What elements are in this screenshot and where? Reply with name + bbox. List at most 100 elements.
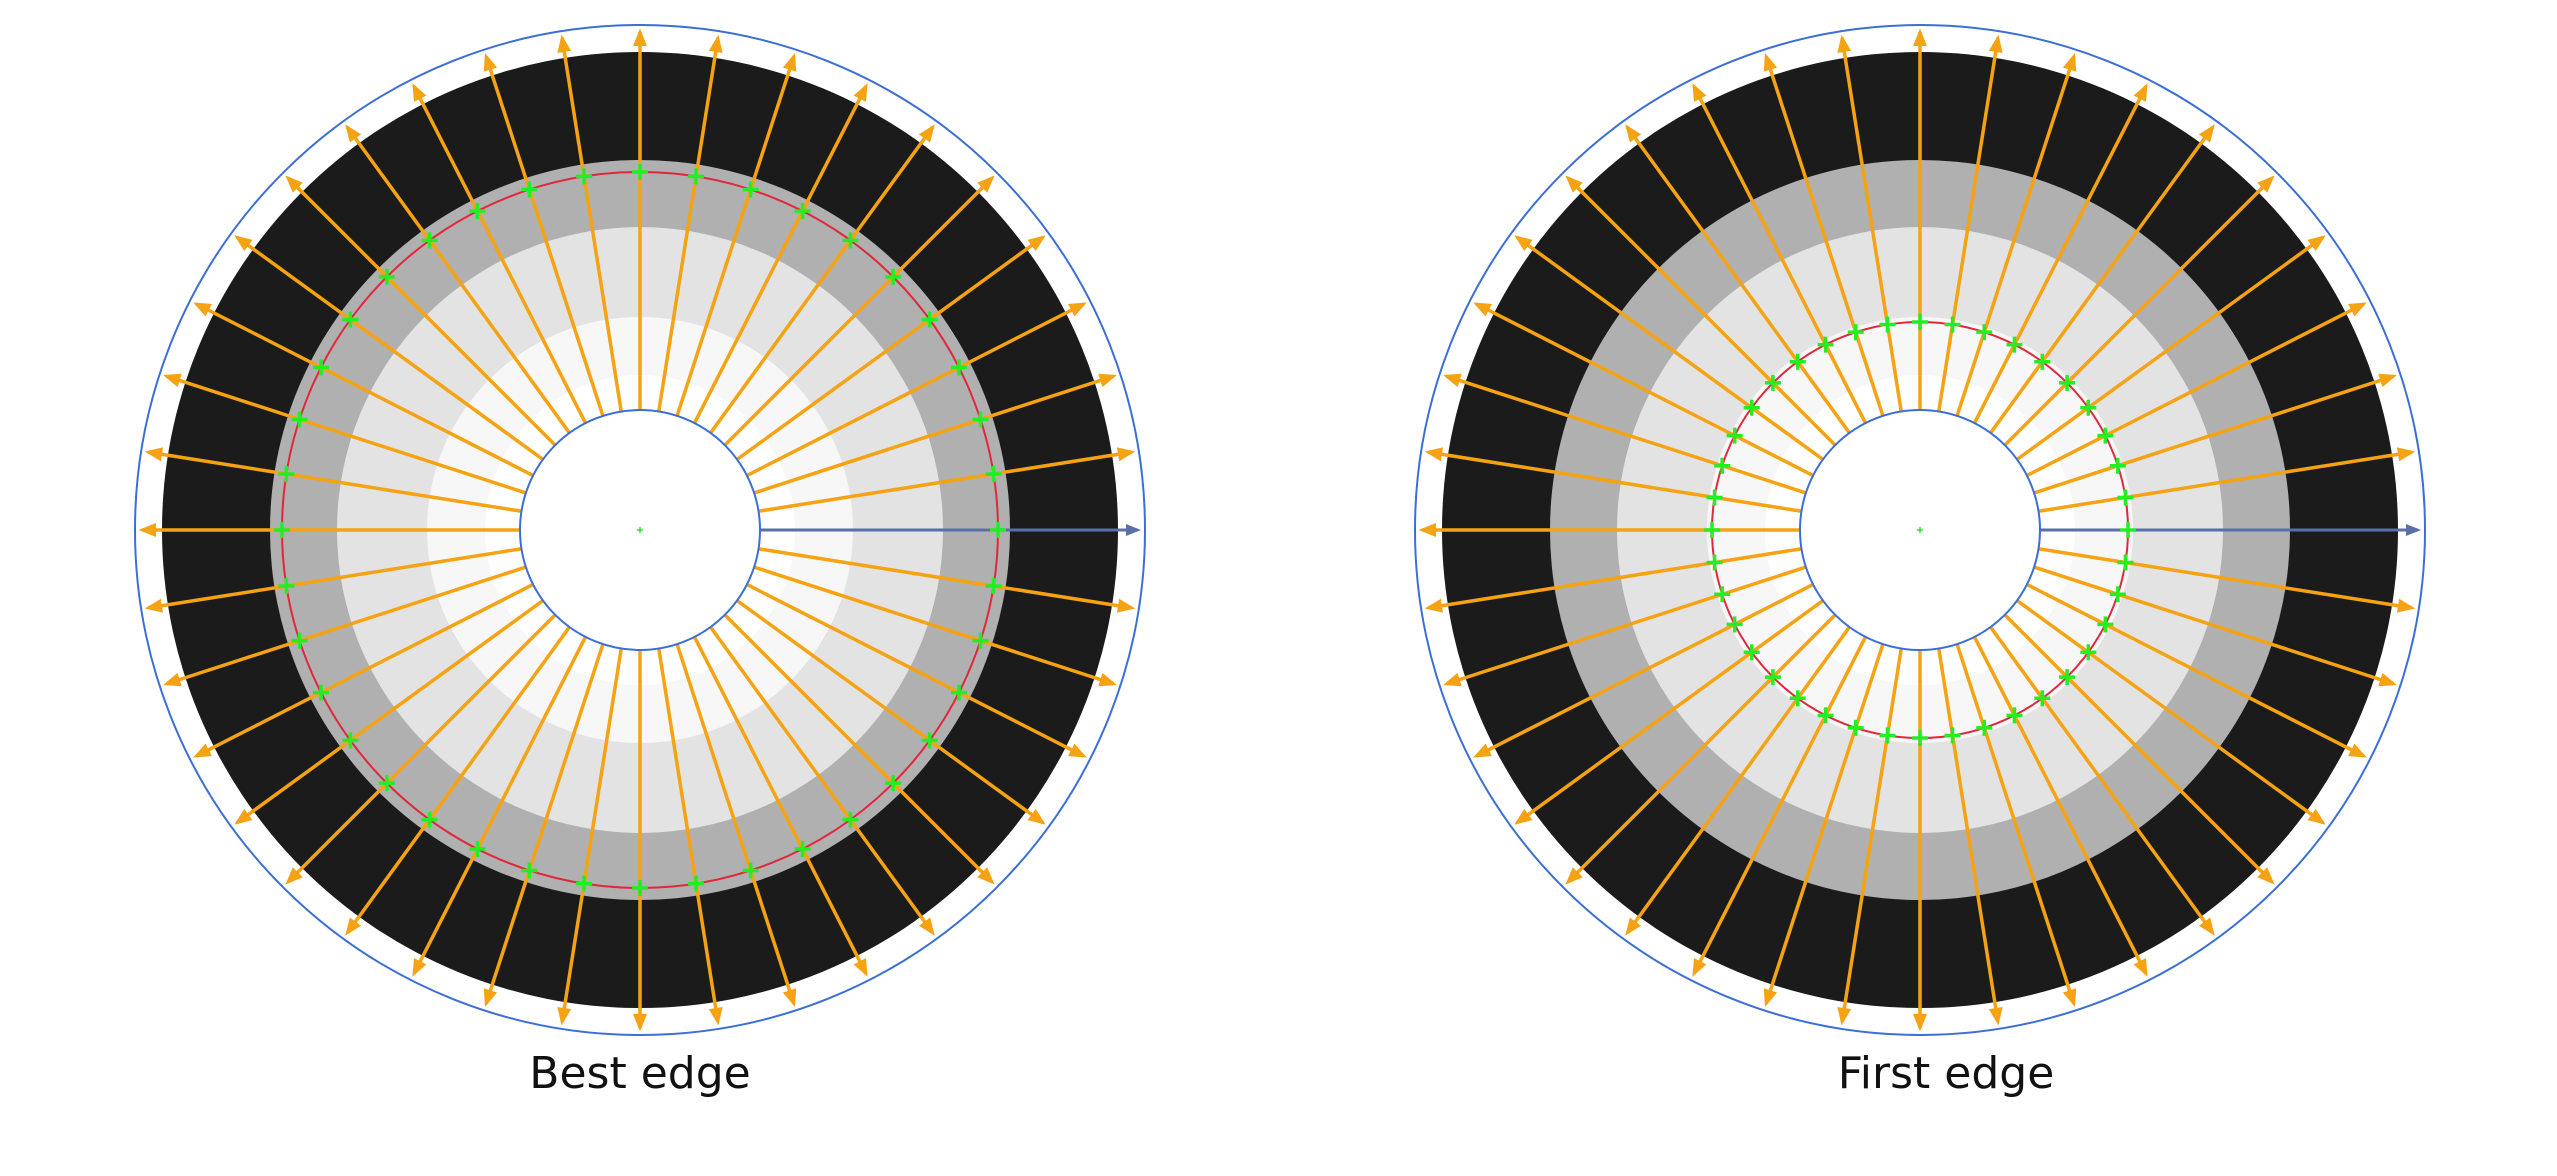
- ray: [193, 582, 534, 758]
- edge-marker: [885, 268, 902, 285]
- edge-marker: [2080, 644, 2097, 661]
- ray: [285, 175, 557, 447]
- edge-marker: [1847, 324, 1864, 341]
- edge-marker: [985, 465, 1002, 482]
- panel-first-edge: [1414, 24, 2426, 1036]
- panel-best-edge: [134, 24, 1146, 1036]
- ray: [1514, 599, 1824, 825]
- ray: [1955, 53, 2077, 417]
- ray: [1989, 124, 2215, 434]
- edge-marker: [842, 232, 859, 249]
- edge-marker: [632, 880, 648, 896]
- edge-marker: [688, 168, 705, 185]
- ray: [1473, 582, 1814, 758]
- ray: [1763, 53, 1885, 417]
- ray: [144, 547, 522, 613]
- ray: [1937, 34, 2003, 412]
- edge-marker: [2059, 669, 2076, 686]
- edge-marker: [1944, 727, 1961, 744]
- edge-marker: [469, 840, 486, 857]
- edge-marker: [1704, 522, 1720, 538]
- ray: [692, 636, 868, 977]
- edge-marker: [2034, 690, 2051, 707]
- edge-marker: [688, 875, 705, 892]
- edge-marker: [1743, 399, 1760, 416]
- edge-marker: [990, 522, 1006, 538]
- ray: [746, 582, 1087, 758]
- edge-marker: [521, 862, 538, 879]
- edge-marker: [1817, 707, 1834, 724]
- ray: [2038, 447, 2416, 513]
- edge-marker: [950, 684, 967, 701]
- edge-marker: [2034, 353, 2051, 370]
- edge-marker: [742, 862, 759, 879]
- edge-marker: [1764, 374, 1781, 391]
- ray: [1565, 613, 1837, 885]
- ray: [234, 599, 544, 825]
- ray: [1989, 626, 2215, 936]
- ray: [709, 626, 935, 936]
- edge-marker: [1912, 730, 1928, 746]
- ray: [2033, 565, 2397, 687]
- edge-marker: [278, 578, 295, 595]
- edge-marker: [2006, 707, 2023, 724]
- ray: [1514, 235, 1824, 461]
- edge-marker: [1714, 586, 1731, 603]
- edge-marker: [972, 632, 989, 649]
- ray: [557, 34, 623, 412]
- edge-marker: [469, 203, 486, 220]
- edge-marker: [921, 311, 938, 328]
- ray: [1625, 626, 1851, 936]
- edge-marker: [575, 168, 592, 185]
- edge-marker: [1714, 457, 1731, 474]
- edge-marker: [1879, 727, 1896, 744]
- edge-marker: [291, 411, 308, 428]
- ray: [758, 547, 1136, 613]
- ray: [412, 83, 588, 424]
- ray: [2033, 373, 2397, 495]
- edge-marker: [313, 684, 330, 701]
- edge-marker: [2006, 336, 2023, 353]
- ray: [736, 599, 1046, 825]
- ray: [723, 175, 995, 447]
- edge-marker: [2080, 399, 2097, 416]
- edge-marker: [1789, 690, 1806, 707]
- edge-marker: [278, 465, 295, 482]
- ray: [2026, 302, 2367, 478]
- ray: [163, 565, 527, 687]
- edge-marker: [274, 522, 290, 538]
- ray: [675, 643, 797, 1007]
- ray: [2026, 582, 2367, 758]
- ray: [736, 235, 1046, 461]
- edge-marker: [342, 732, 359, 749]
- ray: [144, 447, 522, 513]
- ray: [1443, 373, 1807, 495]
- ray: [1972, 83, 2148, 424]
- edge-marker: [313, 359, 330, 376]
- ray: [692, 83, 868, 424]
- edge-marker: [794, 840, 811, 857]
- edge-marker: [972, 411, 989, 428]
- edge-marker: [1879, 316, 1896, 333]
- edge-marker: [291, 632, 308, 649]
- edge-marker: [378, 775, 395, 792]
- edge-marker: [1706, 554, 1723, 571]
- caption-first-edge: First edge: [1837, 1048, 2055, 1099]
- ray: [657, 648, 723, 1026]
- edge-marker: [1912, 314, 1928, 330]
- ray: [1837, 648, 1903, 1026]
- edge-marker: [950, 359, 967, 376]
- ray: [1837, 34, 1903, 412]
- edge-marker: [1764, 669, 1781, 686]
- edge-marker: [1944, 316, 1961, 333]
- ray: [1424, 447, 1802, 513]
- ray: [1443, 565, 1807, 687]
- ray: [657, 34, 723, 412]
- ray: [1424, 547, 1802, 613]
- ray: [345, 626, 571, 936]
- edge-marker: [632, 164, 648, 180]
- ray: [412, 636, 588, 977]
- edge-marker: [1847, 719, 1864, 736]
